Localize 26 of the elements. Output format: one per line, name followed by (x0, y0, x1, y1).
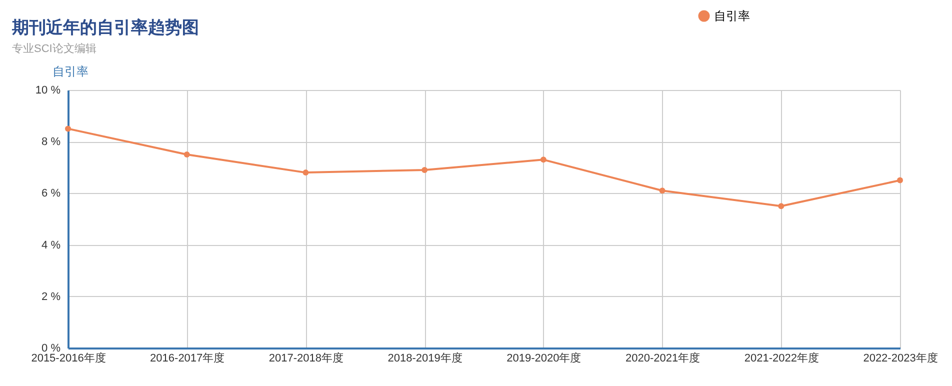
x-tick-label: 2017-2018年度 (268, 352, 344, 364)
chart-subtitle: 专业SCI论文编辑 (12, 42, 96, 55)
point (897, 177, 903, 184)
y-axis-title: 自引率 (52, 64, 88, 78)
x-tick-label: 2015-2016年度 (31, 352, 106, 364)
x-tick-label: 2020-2021年度 (625, 352, 700, 364)
x-tick-label: 2022-2023年度 (863, 352, 938, 364)
chart-title: 期刊近年的自引率趋势图 (11, 18, 199, 37)
y-tick-label: 0 % (42, 342, 61, 354)
point (184, 152, 190, 158)
x-tick-label: 2018-2019年度 (388, 352, 462, 364)
point (302, 170, 309, 176)
legend-label: 自引率 (714, 9, 750, 23)
y-tick-label: 8 % (42, 136, 61, 148)
point (778, 203, 784, 210)
point (659, 188, 666, 194)
x-tick-label: 2021-2022年度 (744, 352, 819, 364)
y-tick-label: 10 % (35, 84, 61, 96)
point (65, 126, 71, 132)
x-tick-label: 2019-2020年度 (506, 352, 582, 364)
y-tick-label: 2 % (42, 290, 61, 303)
point (422, 166, 428, 173)
x-tick-label: 2016-2017年度 (150, 352, 225, 364)
point (540, 156, 546, 163)
y-tick-label: 6 % (42, 188, 61, 200)
y-tick-label: 4 % (42, 239, 61, 252)
